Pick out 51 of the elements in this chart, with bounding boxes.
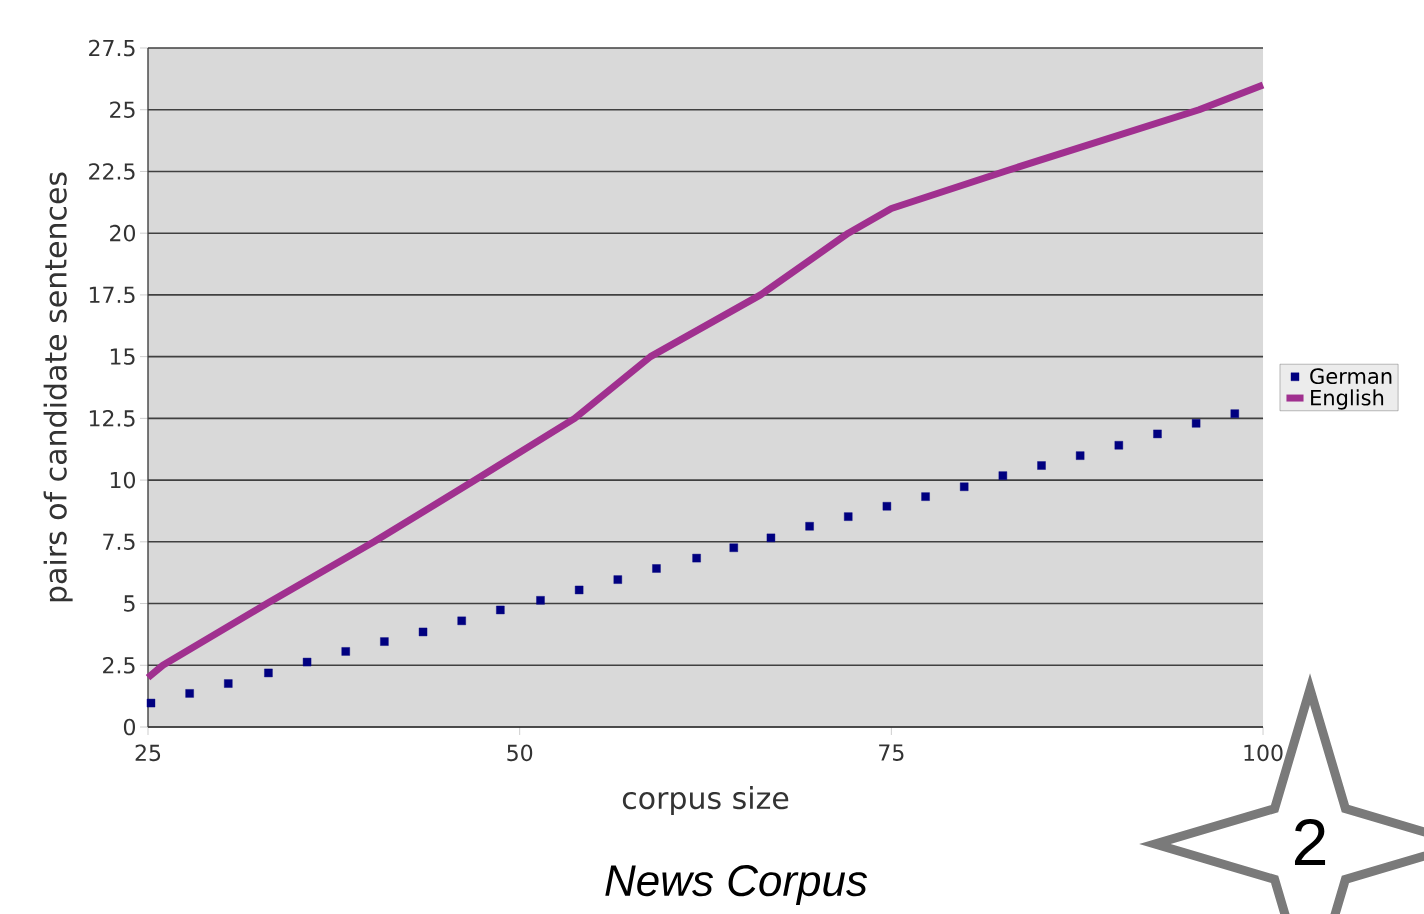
point [1075,451,1085,460]
point [613,575,622,584]
point [574,585,584,595]
x-tick-label: 100 [1244,744,1283,762]
point [921,492,930,501]
y-tick-label: 22.5 [89,163,135,180]
point [1230,409,1239,418]
point [729,543,738,552]
x-axis-title: corpus size [622,786,789,816]
point [998,471,1008,480]
point [882,502,892,511]
point [496,605,505,615]
y-tick-label: 0 [123,718,135,736]
point [692,553,701,563]
x-tick-label: 75 [879,744,904,761]
y-tick-label: 15 [110,348,135,365]
point [766,533,776,543]
y-tick-label: 5 [124,595,135,612]
point [185,689,194,698]
point [341,647,350,656]
x-tick-label: 25 [135,744,161,762]
text: 2 [1294,818,1326,866]
point [146,698,156,708]
point [844,512,853,521]
point [1153,429,1162,439]
text: News Corpus [605,865,868,905]
point [805,522,814,531]
y-tick-label: 20 [110,224,135,242]
y-axis-title: pairs of candidate sentences [43,172,73,602]
y-tick-label: 25 [110,101,135,119]
point [224,679,233,688]
legend-label: English [1311,389,1384,410]
point [380,637,389,646]
point [536,596,545,605]
point [418,627,428,637]
point [302,657,312,667]
point [1191,419,1201,428]
point [652,564,661,573]
point [264,668,273,678]
x-tick-label: 50 [507,744,533,762]
y-tick-label: 7.5 [103,533,135,550]
legend-label: German [1310,368,1392,385]
y-tick-label: 2.5 [103,656,135,674]
y-tick-label: 10 [110,471,135,489]
y-tick-label: 12.5 [89,410,135,427]
point [960,482,969,491]
point [457,616,466,626]
point [1037,461,1046,470]
y-tick-label: 17.5 [89,286,135,304]
point [1114,441,1124,450]
y-tick-label: 27.5 [89,39,135,57]
